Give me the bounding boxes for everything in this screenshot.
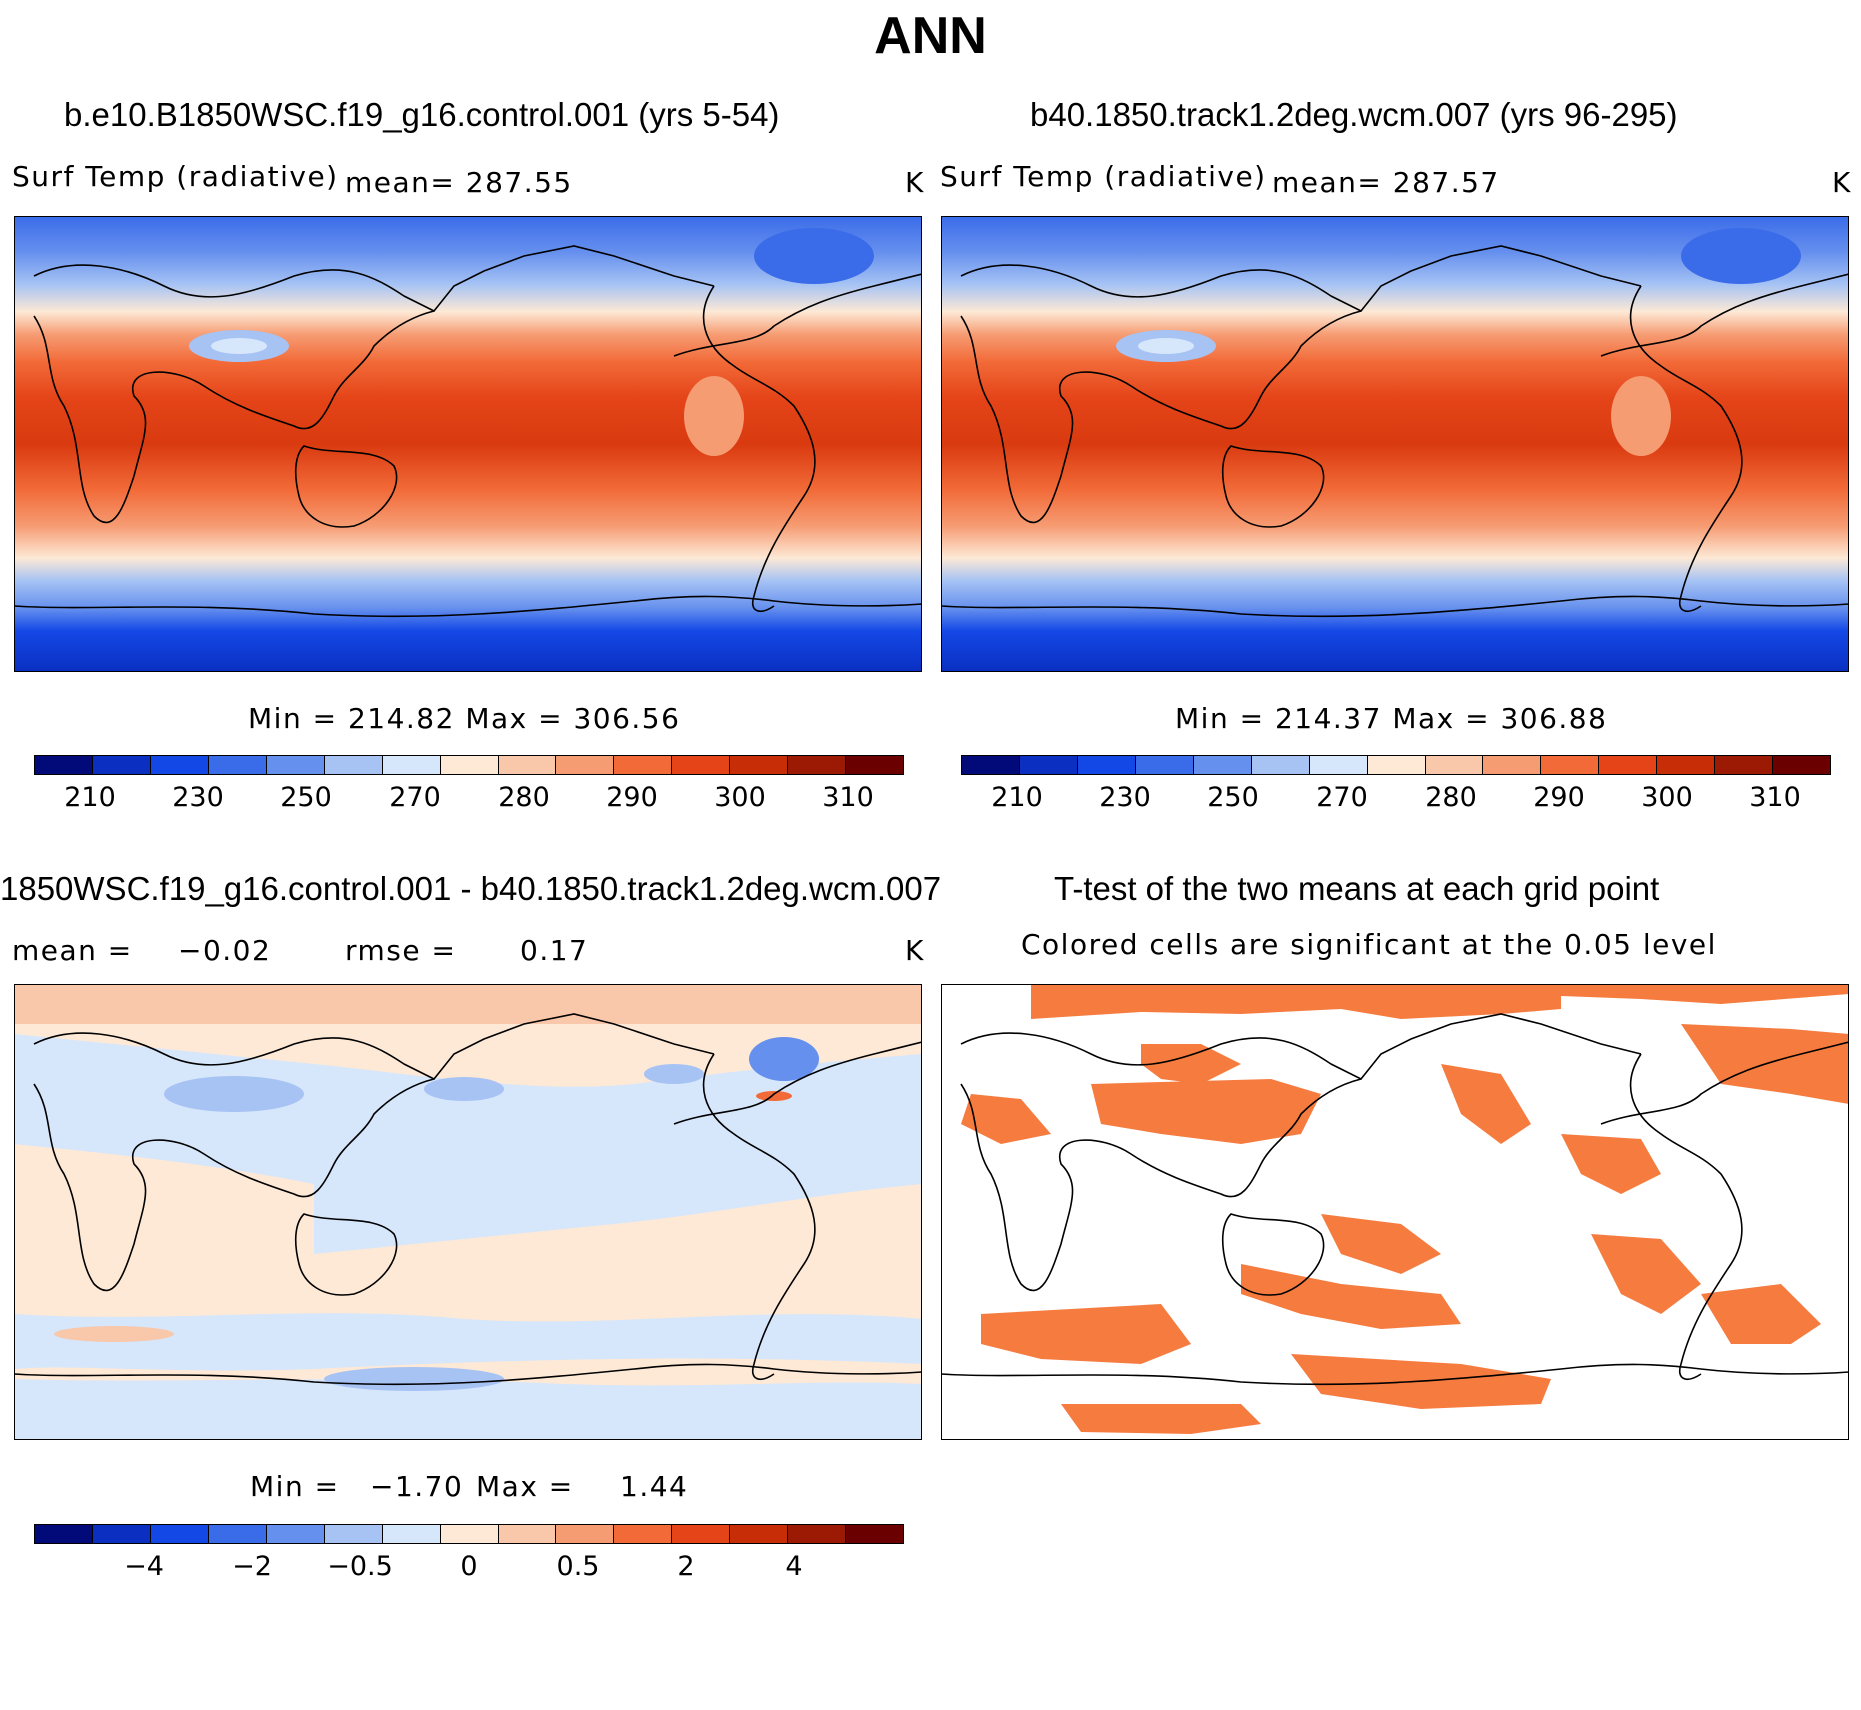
panel1-case-title: b.e10.B1850WSC.f19_g16.control.001 (yrs … — [64, 96, 780, 133]
colorbar-swatch — [846, 756, 904, 774]
colorbar-swatch — [730, 1525, 789, 1543]
colorbar-swatch — [92, 1525, 151, 1543]
colorbar-swatch — [266, 756, 325, 774]
colorbar-swatch — [382, 756, 441, 774]
colorbar-tick-label: 230 — [172, 782, 224, 813]
colorbar-tick-label: 230 — [1099, 782, 1151, 813]
colorbar-tick-label: 290 — [1533, 782, 1585, 813]
colorbar-swatch — [730, 756, 789, 774]
colorbar-swatch — [1715, 756, 1774, 774]
colorbar-swatch — [150, 1525, 209, 1543]
colorbar-swatch — [556, 1525, 615, 1543]
colorbar-swatch — [440, 756, 499, 774]
panel3-colorbar — [34, 1524, 904, 1544]
colorbar-swatch — [846, 1525, 904, 1543]
panel3-mean-value: −0.02 — [178, 934, 272, 967]
colorbar-swatch — [1367, 756, 1426, 774]
panel1-units: K — [905, 166, 925, 199]
colorbar-swatch — [1135, 756, 1194, 774]
colorbar-swatch — [1541, 756, 1600, 774]
colorbar-swatch — [35, 756, 93, 774]
colorbar-tick-label: −0.5 — [327, 1551, 393, 1582]
panel4-subtitle: Colored cells are significant at the 0.0… — [1021, 928, 1717, 961]
panel1-minmax: Min = 214.82 Max = 306.56 — [248, 702, 681, 735]
colorbar-swatch — [1425, 756, 1484, 774]
colorbar-swatch — [324, 756, 383, 774]
panel4-map — [941, 984, 1849, 1440]
colorbar-tick-label: 4 — [785, 1551, 803, 1582]
colorbar-swatch — [556, 756, 615, 774]
panel3-max-value: 1.44 — [620, 1470, 689, 1503]
colorbar-tick-label: 2 — [677, 1551, 695, 1582]
colorbar-swatch — [1773, 756, 1831, 774]
panel2-variable-label: Surf Temp (radiative) — [940, 160, 1267, 193]
significant-cells — [961, 984, 1849, 1434]
colorbar-swatch — [962, 756, 1020, 774]
colorbar-swatch — [1193, 756, 1252, 774]
colorbar-swatch — [150, 756, 209, 774]
colorbar-swatch — [208, 1525, 267, 1543]
colorbar-swatch — [672, 1525, 731, 1543]
colorbar-tick-label: −4 — [124, 1551, 164, 1582]
colorbar-tick-label: 310 — [822, 782, 874, 813]
colorbar-tick-label: 250 — [1207, 782, 1259, 813]
colorbar-swatch — [1077, 756, 1136, 774]
colorbar-swatch — [498, 1525, 557, 1543]
panel3-units: K — [905, 934, 925, 967]
panel3-max-label: Max = — [476, 1470, 574, 1503]
panel2-map — [941, 216, 1849, 672]
colorbar-swatch — [1599, 756, 1658, 774]
colorbar-tick-label: 290 — [606, 782, 658, 813]
panel3-min-value: −1.70 — [370, 1470, 464, 1503]
colorbar-swatch — [614, 756, 673, 774]
colorbar-swatch — [788, 756, 847, 774]
panel3-min-label: Min = — [250, 1470, 340, 1503]
colorbar-swatch — [1657, 756, 1716, 774]
panel3-mean-label: mean = — [12, 934, 133, 967]
colorbar-tick-label: 0.5 — [556, 1551, 600, 1582]
panel3-case-title: 1850WSC.f19_g16.control.001 - b40.1850.t… — [0, 870, 942, 907]
colorbar-swatch — [324, 1525, 383, 1543]
figure-title: ANN — [874, 7, 987, 65]
panel2-minmax: Min = 214.37 Max = 306.88 — [1175, 702, 1608, 735]
colorbar-swatch — [788, 1525, 847, 1543]
colorbar-swatch — [1483, 756, 1542, 774]
colorbar-swatch — [1251, 756, 1310, 774]
colorbar-tick-label: 250 — [280, 782, 332, 813]
colorbar-tick-label: 280 — [498, 782, 550, 813]
colorbar-tick-label: 210 — [991, 782, 1043, 813]
colorbar-swatch — [35, 1525, 93, 1543]
colorbar-tick-label: 300 — [1641, 782, 1693, 813]
colorbar-tick-label: 270 — [389, 782, 441, 813]
panel3-map — [14, 984, 922, 1440]
colorbar-swatch — [498, 756, 557, 774]
panel3-rmse-value: 0.17 — [520, 934, 589, 967]
colorbar-swatch — [440, 1525, 499, 1543]
colorbar-tick-label: 300 — [714, 782, 766, 813]
colorbar-swatch — [266, 1525, 325, 1543]
panel1-variable-label: Surf Temp (radiative) — [12, 160, 339, 193]
colorbar-swatch — [614, 1525, 673, 1543]
panel1-map — [14, 216, 922, 672]
colorbar-tick-label: 310 — [1749, 782, 1801, 813]
colorbar-tick-label: 280 — [1425, 782, 1477, 813]
panel2-units: K — [1832, 166, 1852, 199]
panel3-rmse-label: rmse = — [345, 934, 457, 967]
panel2-mean-label: mean= 287.57 — [1272, 166, 1500, 199]
colorbar-tick-label: 270 — [1316, 782, 1368, 813]
colorbar-tick-label: −2 — [232, 1551, 272, 1582]
colorbar-swatch — [382, 1525, 441, 1543]
panel4-title: T-test of the two means at each grid poi… — [1054, 870, 1660, 907]
colorbar-swatch — [1309, 756, 1368, 774]
colorbar-swatch — [1019, 756, 1078, 774]
panel2-colorbar — [961, 755, 1831, 775]
colorbar-tick-label: 0 — [460, 1551, 478, 1582]
panel1-colorbar — [34, 755, 904, 775]
colorbar-swatch — [208, 756, 267, 774]
panel2-case-title: b40.1850.track1.2deg.wcm.007 (yrs 96-295… — [1030, 96, 1678, 133]
panel1-mean-label: mean= 287.55 — [345, 166, 573, 199]
colorbar-tick-label: 210 — [64, 782, 116, 813]
colorbar-swatch — [672, 756, 731, 774]
colorbar-swatch — [92, 756, 151, 774]
